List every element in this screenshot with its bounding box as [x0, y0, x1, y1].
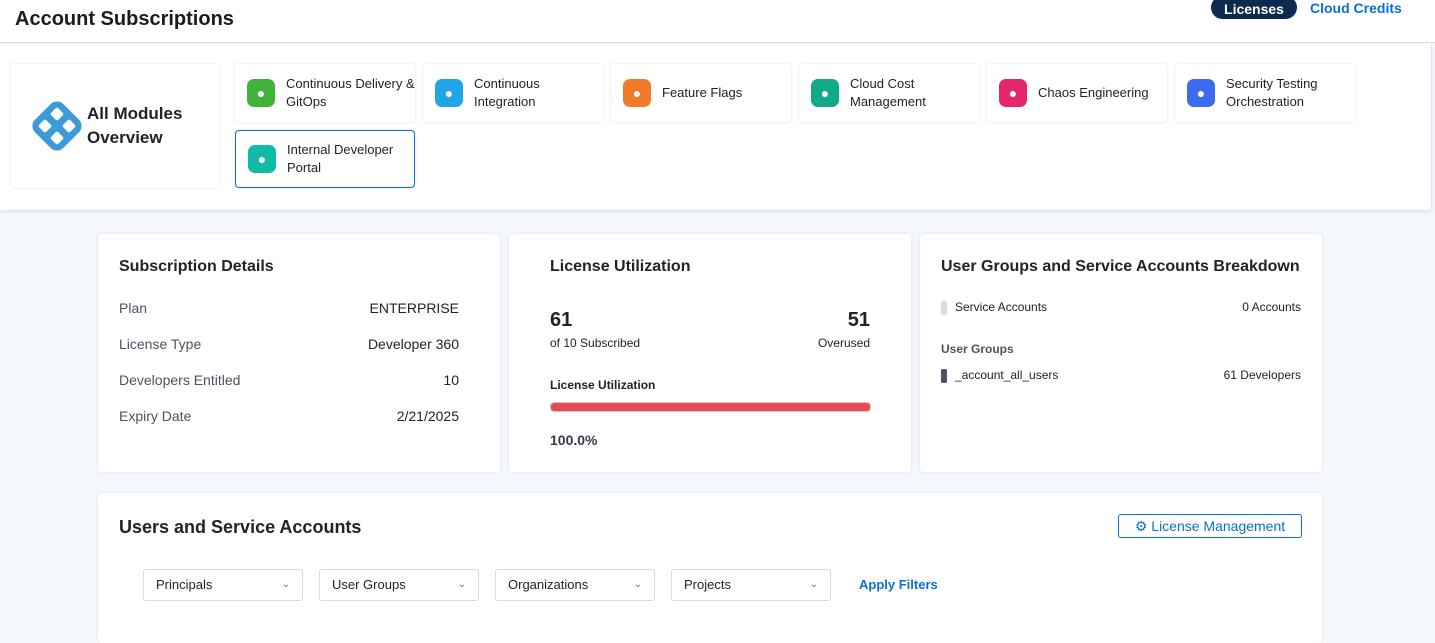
detail-label: License Type: [119, 336, 202, 352]
module-all-overview[interactable]: All Modules Overview: [11, 64, 219, 188]
detail-row: Expiry Date 2/21/2025: [119, 408, 459, 424]
apply-filters-button[interactable]: Apply Filters: [859, 577, 938, 592]
chevron-down-icon: ⌄: [281, 579, 290, 590]
chevron-down-icon: ⌄: [809, 579, 818, 590]
chevron-down-icon: ⌄: [457, 579, 466, 590]
utilization-bar-fill: [551, 403, 870, 411]
detail-value: Developer 360: [367, 336, 459, 352]
module-card[interactable]: ● Security Testing Orchestration: [1175, 64, 1355, 122]
subscription-details-card: Subscription Details Plan ENTERPRISE Licen…: [98, 234, 500, 472]
harness-modules-icon: [32, 101, 82, 151]
filter-dropdown[interactable]: Principals ⌄: [143, 569, 303, 601]
detail-value: 2/21/2025: [396, 408, 459, 424]
module-card[interactable]: ● Continuous Delivery & GitOps: [235, 64, 415, 122]
service-accounts-value: 0 Accounts: [1242, 300, 1301, 314]
detail-row: Developers Entitled 10: [119, 372, 459, 388]
tab-licenses[interactable]: Licenses: [1211, 0, 1297, 19]
module-label: Internal Developer Portal: [287, 142, 394, 175]
dropdown-label: Principals: [156, 577, 213, 592]
card-title: Subscription Details: [119, 258, 274, 275]
detail-row: Plan ENTERPRISE: [119, 300, 459, 316]
module-label: Chaos Engineering: [1038, 85, 1149, 100]
user-groups-heading: User Groups: [941, 342, 1014, 356]
group-value: 61 Developers: [1223, 368, 1301, 382]
module-label: Feature Flags: [662, 85, 743, 100]
group-name: _account_all_users: [955, 368, 1059, 382]
card-title: License Utilization: [550, 258, 691, 275]
filter-dropdown[interactable]: User Groups ⌄: [319, 569, 479, 601]
idp-icon: ●: [248, 145, 276, 173]
detail-label: Plan: [119, 300, 148, 316]
card-title: User Groups and Service Accounts Breakdo…: [941, 258, 1300, 275]
utilization-bar: [550, 402, 871, 412]
card-title: Users and Service Accounts: [119, 517, 362, 537]
module-card[interactable]: ● Internal Developer Portal: [235, 130, 415, 188]
ccm-icon: ●: [811, 79, 839, 107]
detail-value: ENTERPRISE: [369, 300, 459, 316]
module-label: Continuous Integration: [474, 76, 540, 109]
chaos-icon: ●: [999, 79, 1027, 107]
used-caption: of 10 Subscribed: [550, 336, 641, 350]
dropdown-label: Projects: [684, 577, 731, 592]
gear-icon: ⚙: [1134, 518, 1148, 534]
license-management-button[interactable]: ⚙ License Management: [1118, 514, 1302, 538]
button-label: License Management: [1151, 518, 1286, 534]
detail-label: Expiry Date: [119, 408, 192, 424]
overused-caption: Overused: [817, 336, 870, 350]
ci-icon: ●: [435, 79, 463, 107]
ff-icon: ●: [623, 79, 651, 107]
module-label: All Modules Overview: [87, 104, 183, 147]
license-utilization-card: License Utilization 61 of 10 Subscribed …: [509, 234, 911, 472]
users-card: Users and Service Accounts ⚙ License Man…: [98, 493, 1322, 643]
filter-dropdown[interactable]: Projects ⌄: [671, 569, 831, 601]
dropdown-label: User Groups: [332, 577, 406, 592]
bar-label: License Utilization: [550, 378, 656, 392]
module-label: Continuous Delivery & GitOps: [286, 76, 415, 109]
module-card[interactable]: ● Cloud Cost Management: [799, 64, 979, 122]
module-label: Security Testing Orchestration: [1226, 76, 1318, 109]
chevron-down-icon: ⌄: [633, 579, 642, 590]
legend-swatch: [941, 300, 947, 315]
used-count: 61: [550, 309, 573, 331]
module-card[interactable]: ● Chaos Engineering: [987, 64, 1167, 122]
detail-value: 10: [443, 372, 459, 388]
overused-count: 51: [847, 309, 870, 331]
detail-label: Developers Entitled: [119, 372, 241, 388]
page-title: Account Subscriptions: [15, 8, 234, 30]
filter-dropdown[interactable]: Organizations ⌄: [495, 569, 655, 601]
service-accounts-label: Service Accounts: [955, 300, 1048, 314]
utilization-percent: 100.0%: [550, 432, 598, 448]
module-card[interactable]: ● Continuous Integration: [423, 64, 603, 122]
header: Account Subscriptions Licenses Cloud Cre…: [0, 0, 1435, 43]
module-label: Cloud Cost Management: [850, 76, 926, 109]
cd-icon: ●: [247, 79, 275, 107]
module-card[interactable]: ● Feature Flags: [611, 64, 791, 122]
legend-swatch: [941, 368, 947, 383]
tab-cloud-credits[interactable]: Cloud Credits: [1310, 0, 1402, 16]
breakdown-card: User Groups and Service Accounts Breakdo…: [920, 234, 1322, 472]
detail-row: License Type Developer 360: [119, 336, 459, 352]
dropdown-label: Organizations: [508, 577, 589, 592]
module-selector: All Modules Overview ● Continuous Deliver…: [0, 44, 1432, 210]
sto-icon: ●: [1187, 79, 1215, 107]
